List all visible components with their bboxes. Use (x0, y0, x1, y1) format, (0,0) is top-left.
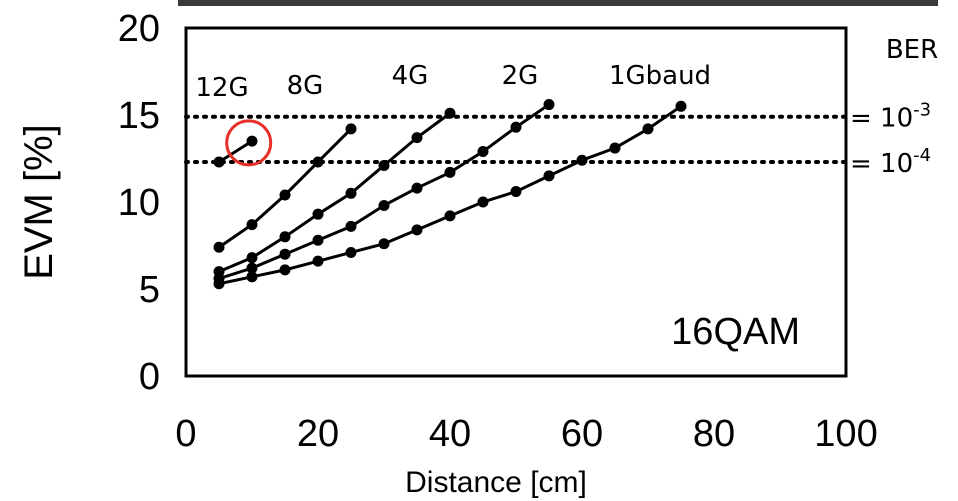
modulation-label: 16QAM (671, 311, 800, 353)
data-point (411, 224, 423, 236)
series-12g (213, 135, 258, 168)
y-axis-title: EVM [%] (17, 124, 61, 280)
data-point (543, 170, 555, 182)
series-line (218, 112, 451, 273)
data-point (312, 156, 324, 168)
data-point (510, 186, 522, 198)
series-labels: 12G 8G 4G 2G 1Gbaud (195, 61, 711, 103)
data-point (378, 199, 390, 211)
threshold-exponent: -4 (913, 145, 931, 166)
y-tick-label: 5 (139, 269, 160, 311)
y-tick-labels: 0 5 10 15 20 (118, 8, 160, 398)
data-point (411, 132, 423, 144)
data-point (510, 121, 522, 133)
threshold-label: = 10-4 (850, 145, 931, 179)
threshold-label: = 10-3 (850, 100, 931, 134)
data-point (213, 278, 225, 290)
data-point (246, 252, 258, 264)
x-tick-label: 100 (814, 413, 877, 455)
data-point (642, 123, 654, 135)
data-point (213, 156, 225, 168)
data-point (444, 210, 456, 222)
x-axis-title: Distance [cm] (405, 466, 587, 499)
data-point (279, 264, 291, 276)
x-tick-labels: 0 20 40 60 80 100 (175, 413, 877, 455)
data-point (312, 234, 324, 246)
series-line (218, 139, 253, 164)
data-point (609, 142, 621, 154)
data-point (246, 219, 258, 231)
ber-title: BER (886, 35, 938, 65)
x-tick-label: 20 (297, 413, 339, 455)
series-line (218, 127, 353, 249)
data-point (246, 135, 258, 147)
series-label: 12G (195, 73, 248, 103)
data-point (345, 220, 357, 232)
series-label: 8G (287, 71, 324, 101)
data-point (213, 241, 225, 253)
data-point (444, 166, 456, 178)
series-layer (213, 99, 687, 290)
data-point (279, 231, 291, 243)
data-point (279, 189, 291, 201)
series-label: 1Gbaud (609, 61, 711, 91)
x-tick-label: 60 (561, 413, 603, 455)
highlight-circle (225, 119, 273, 167)
data-point (345, 187, 357, 199)
data-point (312, 208, 324, 220)
data-point (675, 100, 687, 112)
series-8g (213, 123, 357, 253)
data-point (246, 262, 258, 274)
data-point (411, 182, 423, 194)
data-point (345, 246, 357, 258)
x-tick-label: 0 (175, 413, 196, 455)
data-point (378, 238, 390, 250)
y-tick-label: 20 (118, 8, 160, 50)
series-label: 4G (392, 61, 429, 91)
data-point (312, 255, 324, 267)
threshold-layer: = 10-3 = 10-4 (184, 100, 931, 179)
x-tick-label: 40 (429, 413, 471, 455)
data-point (279, 248, 291, 260)
plot-frame (184, 26, 848, 378)
data-point (477, 146, 489, 158)
data-point (345, 123, 357, 135)
data-point (477, 196, 489, 208)
y-tick-label: 10 (118, 182, 160, 224)
y-tick-label: 0 (139, 356, 160, 398)
data-point (246, 271, 258, 283)
threshold-exponent: -3 (913, 100, 931, 121)
top-edge-decoration (178, 0, 938, 6)
data-point (543, 99, 555, 111)
series-label: 2G (502, 61, 539, 91)
x-tick-label: 80 (693, 413, 735, 455)
top-edge-strip (178, 0, 938, 6)
y-tick-label: 15 (118, 95, 160, 137)
series-4g (213, 107, 456, 278)
